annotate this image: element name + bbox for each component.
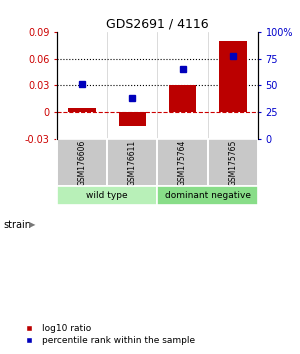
Text: GSM176606: GSM176606 [78, 139, 87, 186]
Bar [57, 186, 158, 205]
Bar [118, 112, 146, 126]
Bar [107, 139, 158, 186]
Title: GDS2691 / 4116: GDS2691 / 4116 [106, 18, 209, 31]
Text: GSM175764: GSM175764 [178, 139, 187, 186]
Bar [219, 41, 247, 112]
Bar [169, 85, 196, 112]
Bar [208, 139, 258, 186]
Legend: log10 ratio, percentile rank within the sample: log10 ratio, percentile rank within the … [20, 324, 196, 346]
Text: GSM175765: GSM175765 [228, 139, 237, 186]
Bar [158, 186, 258, 205]
Text: GSM176611: GSM176611 [128, 139, 137, 185]
Text: dominant negative: dominant negative [165, 191, 251, 200]
Text: ▶: ▶ [28, 220, 35, 229]
Bar [57, 139, 107, 186]
Text: strain: strain [3, 220, 31, 230]
Text: wild type: wild type [86, 191, 128, 200]
Bar [158, 139, 208, 186]
Bar [68, 108, 96, 112]
